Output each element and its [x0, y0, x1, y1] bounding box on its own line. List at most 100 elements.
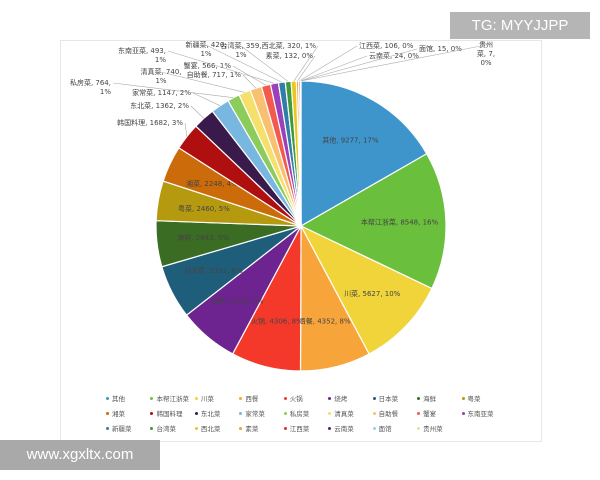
slice-label: 清真菜, 740, 1% — [140, 67, 181, 85]
legend-label: 素菜 — [245, 425, 259, 433]
legend-swatch — [239, 396, 243, 400]
slice-label: 家常菜, 1147, 2% — [132, 88, 191, 97]
legend-label: 江西菜 — [289, 425, 310, 433]
leader-line — [205, 44, 282, 83]
legend-swatch — [417, 426, 421, 430]
legend-item[interactable]: 西北菜 — [194, 423, 239, 433]
legend-swatch — [328, 396, 332, 400]
legend-swatch — [239, 426, 243, 430]
legend-label: 家常菜 — [245, 410, 265, 418]
legend-label: 东北菜 — [200, 410, 221, 418]
legend-item[interactable]: 素菜 — [239, 423, 283, 433]
watermark-site: www.xgxltx.com — [0, 440, 160, 470]
legend-swatch — [328, 426, 332, 430]
leader-line — [192, 92, 221, 106]
slice-label: 西餐, 4352, 8% — [299, 317, 351, 326]
legend-item[interactable]: 台湾菜 — [150, 423, 194, 433]
legend-label: 西餐 — [245, 395, 259, 403]
legend-item[interactable]: 韩国料理 — [150, 408, 194, 418]
leader-line — [299, 45, 358, 82]
legend-label: 湘菜 — [112, 410, 125, 418]
legend-label: 海鲜 — [423, 395, 437, 403]
legend-item[interactable]: 自助餐 — [372, 408, 417, 418]
legend-label: 清真菜 — [334, 410, 354, 418]
legend-label: 私房菜 — [289, 410, 310, 418]
legend-item[interactable]: 火锅 — [283, 393, 328, 403]
legend-item[interactable]: 西餐 — [239, 393, 283, 403]
legend-swatch — [283, 396, 287, 400]
legend-swatch — [417, 411, 421, 415]
legend-item[interactable]: 烧烤 — [328, 393, 372, 403]
slice-label: 其他, 9277, 17% — [322, 136, 379, 145]
legend-item[interactable]: 其他 — [106, 393, 150, 403]
slice-label: 烧烤, 3700, 7% — [212, 296, 264, 305]
legend-item[interactable]: 清真菜 — [328, 408, 372, 418]
legend-item[interactable]: 贵州菜 — [417, 423, 461, 433]
legend-label: 新疆菜 — [112, 425, 132, 433]
legend-label: 贵州菜 — [423, 425, 443, 433]
slice-label: 东南亚菜, 493, 1% — [118, 46, 166, 64]
slice-label: 本帮江浙菜, 8548, 16% — [361, 217, 439, 226]
legend-item[interactable]: 东北菜 — [194, 408, 239, 418]
legend-swatch — [106, 396, 109, 400]
legend-label: 日本菜 — [378, 395, 399, 403]
legend-swatch — [239, 411, 243, 415]
slice-label: 湘菜, 2248, 4% — [186, 179, 238, 188]
leader-line — [167, 50, 275, 84]
legend-swatch — [150, 426, 154, 430]
legend-item[interactable]: 本帮江浙菜 — [150, 393, 194, 403]
legend-item[interactable]: 海鲜 — [417, 393, 461, 403]
legend-item[interactable]: 粤菜 — [461, 393, 506, 403]
legend-label: 粤菜 — [467, 395, 481, 403]
legend-swatch — [283, 426, 287, 430]
legend-swatch — [461, 411, 465, 415]
slice-label: 川菜, 5627, 10% — [344, 289, 401, 298]
legend-item[interactable]: 东南亚菜 — [461, 408, 506, 418]
legend-label: 云南菜 — [334, 425, 354, 433]
legend-item[interactable]: 面馆 — [372, 423, 417, 433]
pie-chart: 其他, 9277, 17% 本帮江浙菜, 8548, 16% 川菜, 5627, 1… — [70, 41, 495, 372]
legend-item[interactable]: 日本菜 — [372, 393, 417, 403]
slice-label: 台湾菜, 359, 1% — [220, 41, 261, 59]
slice-label: 贵州菜, 7, 0% — [477, 41, 495, 67]
legend-label: 川菜 — [200, 395, 214, 403]
legend-swatch — [461, 396, 465, 400]
slice-label: 粤菜, 2460, 5% — [178, 204, 230, 213]
slice-label: 东北菜, 1362, 2% — [130, 101, 189, 110]
watermark-tg: TG: MYYJJPP — [450, 12, 590, 39]
legend-item[interactable]: 蟹宴 — [417, 408, 461, 418]
slice-label: 私房菜, 764, 1% — [70, 78, 111, 96]
legend-item[interactable]: 新疆菜 — [106, 423, 150, 433]
leader-line — [300, 48, 418, 82]
leader-line — [300, 44, 487, 82]
legend-item[interactable]: 川菜 — [194, 393, 239, 403]
legend-swatch — [372, 411, 376, 415]
legend: 其他 本帮江浙菜 川菜 西餐 火锅 烧烤 日本菜 海鲜 粤菜湘菜 韩国料理 东北菜 家常菜 私房菜 清真菜… — [106, 393, 506, 433]
legend-item[interactable]: 家常菜 — [239, 408, 283, 418]
legend-label: 东南亚菜 — [467, 410, 494, 418]
slice-label: 西北菜, 320, 1% — [262, 41, 317, 50]
legend-item[interactable]: 江西菜 — [283, 423, 328, 433]
leader-line — [242, 74, 257, 89]
legend-label: 韩国料理 — [156, 410, 183, 418]
legend-item[interactable]: 私房菜 — [283, 408, 328, 418]
legend-swatch — [106, 426, 109, 430]
legend-label: 自助餐 — [378, 410, 399, 418]
legend-swatch — [372, 426, 376, 430]
slice-label: 火锅, 4306, 8% — [251, 317, 303, 326]
legend-swatch — [417, 396, 421, 400]
leader-line — [240, 45, 289, 82]
legend-item[interactable]: 云南菜 — [328, 423, 372, 433]
legend-swatch — [150, 411, 154, 415]
chart-card: 其他, 9277, 17% 本帮江浙菜, 8548, 16% 川菜, 5627, 1… — [60, 40, 542, 442]
pie-slice — [300, 80, 428, 228]
legend-label: 其他 — [112, 395, 125, 403]
legend-label: 蟹宴 — [423, 410, 437, 418]
pie-slice — [299, 224, 433, 355]
legend-swatch — [372, 396, 376, 400]
slice-label: 新疆菜, 420, 1% — [185, 41, 226, 58]
slice-label: 江西菜, 106, 0% — [359, 41, 414, 50]
pie-slice — [299, 152, 447, 290]
legend-item[interactable]: 湘菜 — [106, 408, 150, 418]
slice-label: 日本菜, 3331, 6% — [184, 266, 243, 275]
